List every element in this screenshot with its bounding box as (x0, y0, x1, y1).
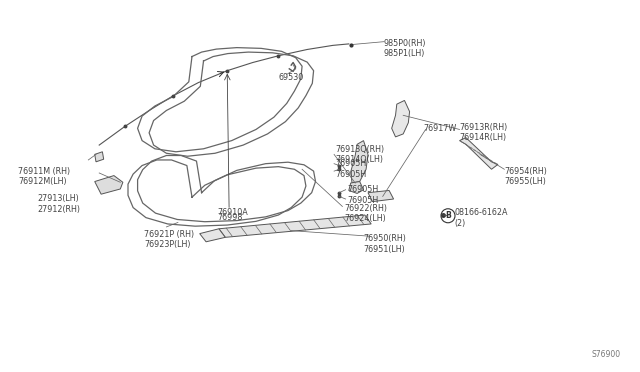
Text: 76905H
76905H: 76905H 76905H (347, 185, 378, 205)
Polygon shape (460, 138, 498, 169)
Polygon shape (351, 141, 368, 183)
Text: 76921P (RH)
76923P(LH): 76921P (RH) 76923P(LH) (144, 230, 194, 249)
Polygon shape (200, 229, 225, 242)
Text: 76950(RH)
76951(LH): 76950(RH) 76951(LH) (364, 234, 406, 254)
Text: 76922(RH)
76924(LH): 76922(RH) 76924(LH) (344, 204, 387, 223)
Text: S76900: S76900 (591, 350, 621, 359)
Text: 76905H
76905H: 76905H 76905H (335, 159, 367, 179)
Polygon shape (349, 182, 364, 193)
Text: 76910A: 76910A (218, 208, 248, 217)
Text: 76911M (RH)
76912M(LH): 76911M (RH) 76912M(LH) (18, 167, 70, 186)
Text: 76913Q(RH)
76914Q(LH): 76913Q(RH) 76914Q(LH) (335, 145, 385, 164)
Text: 69530: 69530 (278, 73, 303, 81)
Text: 76998: 76998 (218, 213, 243, 222)
Text: B: B (445, 211, 451, 220)
Polygon shape (219, 215, 371, 237)
Text: 76913R(RH)
76914R(LH): 76913R(RH) 76914R(LH) (460, 123, 508, 142)
Polygon shape (368, 190, 394, 202)
Polygon shape (95, 176, 123, 194)
Text: 08166-6162A
(2): 08166-6162A (2) (454, 208, 508, 228)
Text: 985P0(RH)
985P1(LH): 985P0(RH) 985P1(LH) (384, 39, 426, 58)
Text: 76954(RH)
76955(LH): 76954(RH) 76955(LH) (504, 167, 547, 186)
Polygon shape (392, 100, 410, 137)
Polygon shape (95, 152, 104, 162)
Text: 76917W: 76917W (424, 124, 457, 132)
Text: 27913(LH)
27912(RH): 27913(LH) 27912(RH) (37, 194, 80, 214)
